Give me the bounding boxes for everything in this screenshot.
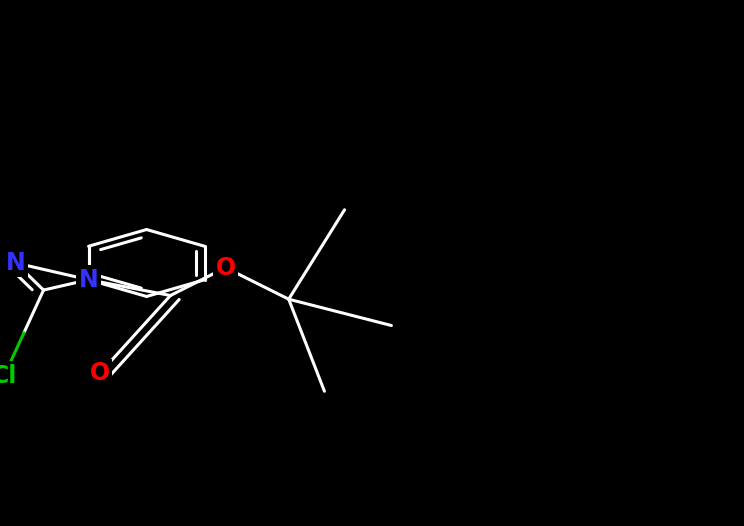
Text: N: N xyxy=(79,268,98,292)
Text: N: N xyxy=(6,251,25,275)
Text: Cl: Cl xyxy=(0,363,17,388)
Text: O: O xyxy=(90,361,110,386)
Text: O: O xyxy=(216,256,236,280)
